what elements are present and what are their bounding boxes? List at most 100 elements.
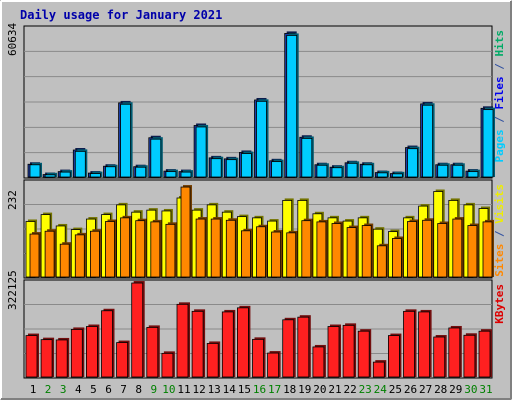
- x-tick-label-day-29: 29: [449, 383, 462, 396]
- bar-kbytes-day-6: [101, 310, 113, 378]
- panel-visits-legend: Sites / Visits: [493, 184, 506, 277]
- bar-sites-day-18: [286, 232, 297, 278]
- bar-sites-day-26: [407, 221, 417, 278]
- bar-pages-day-20: [316, 164, 328, 178]
- bar-kbytes-day-14: [221, 311, 234, 378]
- panel-requests-legend: Pages / Files / Hits: [493, 30, 506, 163]
- x-axis-day-labels: 1 2 3 4 5 6 7 8 9 10 11 12 13 14 15 16 17 18 19 20 21 22 23 24 2…: [30, 383, 493, 396]
- x-tick-label-day-31: 31: [479, 383, 492, 396]
- bar-pages-day-9: [150, 138, 162, 178]
- bar-pages-day-25: [391, 173, 403, 178]
- bar-sites-day-4: [74, 234, 85, 278]
- bar-sites-day-27: [422, 219, 433, 278]
- legend-part-1: /: [493, 224, 506, 244]
- bar-pages-day-13: [210, 158, 222, 178]
- bar-pages-day-29: [452, 164, 464, 178]
- bar-kbytes-day-25: [387, 335, 400, 378]
- bar-sites-day-12: [195, 218, 206, 278]
- bar-kbytes-day-18: [282, 319, 295, 378]
- bar-kbytes-day-17: [267, 352, 280, 378]
- x-tick-label-day-13: 13: [208, 383, 221, 396]
- x-tick-label-day-22: 22: [343, 383, 356, 396]
- bar-pages-day-21: [331, 167, 343, 178]
- bar-kbytes-day-13: [206, 343, 219, 378]
- bar-sites-day-21: [331, 223, 342, 278]
- bar-pages-day-31: [482, 109, 494, 178]
- x-tick-label-day-25: 25: [389, 383, 402, 396]
- bar-pages-day-22: [346, 162, 358, 178]
- bar-pages-day-30: [467, 171, 479, 178]
- x-tick-label-day-8: 8: [135, 383, 142, 396]
- x-tick-label-day-26: 26: [404, 383, 417, 396]
- bar-sites-day-30: [467, 225, 478, 278]
- bar-pages-day-26: [407, 148, 418, 178]
- bar-pages-day-6: [105, 166, 116, 178]
- bar-sites-day-9: [150, 221, 161, 278]
- bar-sites-day-20: [316, 221, 327, 278]
- x-tick-label-day-3: 3: [60, 383, 67, 396]
- x-tick-label-day-2: 2: [45, 383, 52, 396]
- bar-kbytes-day-29: [448, 327, 461, 378]
- panel-kbytes-legend: KBytes: [493, 284, 506, 324]
- x-tick-label-day-4: 4: [75, 383, 82, 396]
- panel-kbytes-scale-label: 322125: [6, 270, 19, 310]
- x-tick-label-day-12: 12: [192, 383, 205, 396]
- bar-sites-day-24: [376, 245, 387, 278]
- bar-sites-day-25: [391, 238, 402, 278]
- bar-sites-day-15: [240, 230, 251, 278]
- bar-pages-day-2: [44, 174, 56, 178]
- panel-visits: 232 Sites / Visits: [6, 179, 506, 279]
- x-tick-label-day-28: 28: [434, 383, 447, 396]
- bar-kbytes-day-12: [191, 310, 204, 378]
- bar-kbytes-day-10: [161, 352, 174, 378]
- x-tick-label-day-6: 6: [105, 383, 112, 396]
- legend-part-3: /: [493, 57, 506, 77]
- x-tick-label-day-11: 11: [177, 383, 190, 396]
- bar-pages-day-11: [180, 171, 192, 178]
- x-tick-label-day-16: 16: [253, 383, 266, 396]
- bar-sites-day-10: [165, 223, 176, 278]
- bar-sites-day-16: [256, 226, 266, 278]
- bar-kbytes-day-15: [236, 307, 249, 378]
- panel-kbytes: 322125 KBytes: [6, 270, 506, 379]
- bar-kbytes-day-16: [252, 338, 264, 378]
- chart-panels: 60634 Pages / Files / Hits 232 Sites / Visi…: [6, 23, 506, 379]
- x-tick-label-day-9: 9: [150, 383, 157, 396]
- bar-kbytes-day-5: [86, 326, 98, 378]
- bar-pages-day-27: [422, 104, 434, 178]
- legend-part-1: /: [493, 110, 506, 130]
- bar-sites-day-3: [59, 243, 70, 278]
- bar-sites-day-28: [437, 223, 448, 278]
- bar-sites-day-17: [271, 231, 282, 278]
- bar-kbytes-day-26: [403, 310, 415, 378]
- bar-kbytes-day-7: [116, 342, 128, 378]
- bar-pages-day-15: [240, 153, 252, 178]
- legend-part-2: Files: [493, 76, 506, 109]
- bar-kbytes-day-2: [40, 339, 53, 378]
- legend-part-4: Hits: [493, 30, 506, 57]
- bar-pages-day-12: [195, 126, 207, 178]
- bar-pages-day-10: [165, 171, 177, 178]
- bar-kbytes-day-23: [357, 330, 370, 378]
- bar-sites-day-6: [105, 221, 115, 278]
- x-tick-label-day-24: 24: [374, 383, 388, 396]
- bar-kbytes-day-22: [342, 324, 355, 378]
- x-tick-label-day-27: 27: [419, 383, 432, 396]
- bar-sites-day-23: [361, 225, 372, 278]
- bar-pages-day-1: [29, 164, 41, 178]
- panel-requests-scale-label: 60634: [6, 23, 19, 56]
- bar-sites-day-7: [120, 217, 130, 278]
- bar-kbytes-day-31: [478, 330, 491, 378]
- bar-kbytes-day-1: [25, 335, 38, 378]
- bar-pages-day-28: [437, 164, 449, 178]
- panel-kbytes-bars: [25, 281, 492, 378]
- bar-pages-day-16: [256, 100, 267, 178]
- bar-kbytes-day-21: [327, 326, 340, 378]
- x-tick-label-day-17: 17: [268, 383, 281, 396]
- panel-requests-bars: [27, 31, 495, 178]
- bar-pages-day-7: [120, 103, 131, 178]
- bar-kbytes-day-24: [372, 361, 385, 378]
- bar-pages-day-19: [301, 138, 313, 178]
- bar-sites-day-1: [29, 233, 40, 278]
